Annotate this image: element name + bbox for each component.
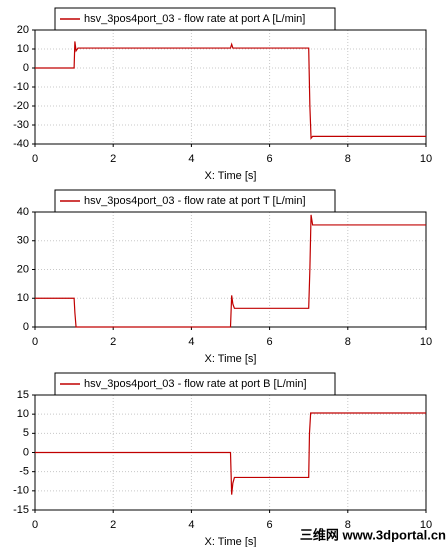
y-tick-label: 20 bbox=[17, 24, 29, 36]
y-tick-label: 0 bbox=[23, 446, 29, 458]
x-axis-label: X: Time [s] bbox=[205, 353, 257, 365]
x-tick-label: 6 bbox=[267, 519, 273, 531]
x-axis-label: X: Time [s] bbox=[205, 536, 257, 547]
x-tick-label: 4 bbox=[188, 519, 194, 531]
x-tick-label: 8 bbox=[345, 153, 351, 165]
data-line bbox=[35, 412, 426, 495]
legend-label: hsv_3pos4port_03 - flow rate at port A [… bbox=[84, 13, 305, 25]
y-tick-label: 30 bbox=[17, 235, 29, 247]
y-tick-label: 10 bbox=[17, 292, 29, 304]
x-tick-label: 10 bbox=[420, 153, 432, 165]
x-tick-label: 2 bbox=[110, 336, 116, 348]
x-tick-label: 6 bbox=[267, 336, 273, 348]
legend-label: hsv_3pos4port_03 - flow rate at port T [… bbox=[84, 195, 306, 207]
y-tick-label: -20 bbox=[13, 100, 29, 112]
y-tick-label: -40 bbox=[13, 138, 29, 150]
y-tick-label: -5 bbox=[19, 466, 29, 478]
y-tick-label: 5 bbox=[23, 427, 29, 439]
y-tick-label: 20 bbox=[17, 263, 29, 275]
x-tick-label: 6 bbox=[267, 153, 273, 165]
watermark: 三维网 www.3dportal.cn bbox=[300, 527, 446, 542]
legend-box bbox=[54, 189, 336, 213]
y-tick-label: 40 bbox=[17, 206, 29, 218]
y-tick-label: -10 bbox=[13, 81, 29, 93]
x-tick-label: 4 bbox=[188, 336, 194, 348]
x-tick-label: 8 bbox=[345, 336, 351, 348]
y-tick-label: -10 bbox=[13, 485, 29, 497]
y-tick-label: 10 bbox=[17, 408, 29, 420]
x-tick-label: 4 bbox=[188, 153, 194, 165]
y-tick-label: -30 bbox=[13, 119, 29, 131]
x-tick-label: 2 bbox=[110, 519, 116, 531]
x-tick-label: 2 bbox=[110, 153, 116, 165]
y-tick-label: 0 bbox=[23, 321, 29, 333]
y-tick-label: 15 bbox=[17, 389, 29, 401]
y-tick-label: 0 bbox=[23, 62, 29, 74]
x-tick-label: 10 bbox=[420, 336, 432, 348]
x-axis-label: X: Time [s] bbox=[205, 170, 257, 182]
x-tick-label: 0 bbox=[32, 153, 38, 165]
x-tick-label: 0 bbox=[32, 519, 38, 531]
y-tick-label: 10 bbox=[17, 43, 29, 55]
x-tick-label: 0 bbox=[32, 336, 38, 348]
data-line bbox=[35, 41, 426, 140]
data-line bbox=[35, 214, 426, 328]
legend-label: hsv_3pos4port_03 - flow rate at port B [… bbox=[84, 378, 307, 390]
legend-box bbox=[54, 7, 336, 31]
x-tick-label: 10 bbox=[420, 519, 432, 531]
x-tick-label: 8 bbox=[345, 519, 351, 531]
legend-box bbox=[54, 372, 336, 396]
y-tick-label: -15 bbox=[13, 504, 29, 516]
